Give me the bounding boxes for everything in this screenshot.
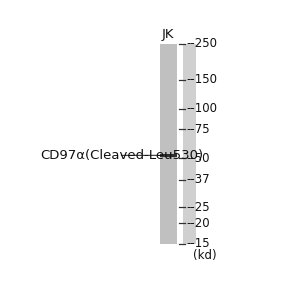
Text: (kd): (kd) — [193, 249, 217, 262]
Bar — [160, 44, 177, 244]
Bar — [183, 44, 196, 244]
Bar — [160, 153, 177, 157]
Text: --15: --15 — [186, 237, 210, 250]
Text: --20: --20 — [186, 217, 210, 230]
Text: CD97α(Cleaved-Leu530): CD97α(Cleaved-Leu530) — [40, 149, 203, 162]
Text: --50: --50 — [186, 152, 210, 165]
Text: --150: --150 — [186, 73, 217, 86]
Text: --75: --75 — [186, 123, 210, 136]
Text: --250: --250 — [186, 37, 217, 50]
Text: --25: --25 — [186, 201, 210, 214]
Text: JK: JK — [162, 28, 175, 41]
Text: --100: --100 — [186, 102, 217, 115]
Text: --37: --37 — [186, 173, 210, 186]
